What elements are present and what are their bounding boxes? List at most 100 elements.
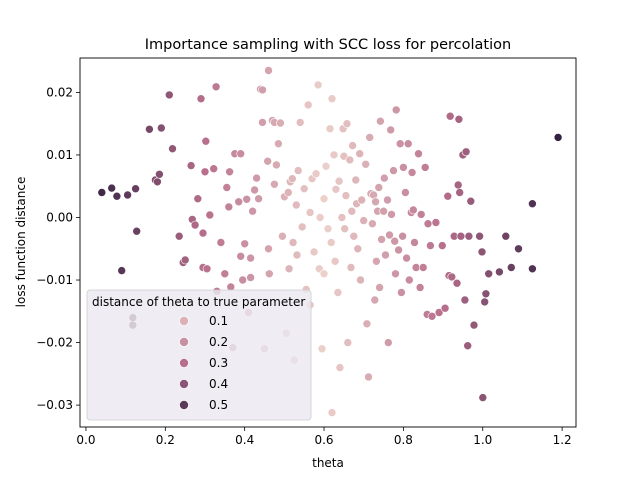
data-point [404,275,414,285]
data-point [340,224,350,233]
data-point [117,266,126,275]
data-point [165,90,174,100]
data-point [313,80,323,90]
data-point [168,144,177,153]
data-point [234,197,243,207]
data-point [193,194,203,203]
data-point [394,245,403,255]
data-point [291,200,301,210]
data-point [202,264,212,274]
data-point [198,228,208,238]
data-point [263,156,273,166]
data-point [443,191,453,201]
data-point [351,175,361,185]
data-point [209,164,218,173]
data-point [407,168,417,177]
data-point [356,275,365,285]
data-point [200,167,210,177]
data-point [456,231,466,241]
data-point [248,206,257,216]
data-point [402,253,411,263]
data-point [311,169,321,178]
data-point [284,264,294,274]
data-point [236,251,245,261]
data-point [501,231,511,241]
data-point [397,288,406,297]
data-point [426,241,435,250]
data-point [333,288,343,297]
data-point [440,303,450,313]
data-point [155,170,164,179]
data-point [480,297,490,307]
axes-frame [79,57,577,428]
data-point [379,173,389,183]
data-point [383,338,393,347]
data-point [153,177,162,187]
data-point [287,174,297,183]
x-axis: 0.0 0.2 0.4 0.6 0.8 1.0 1.2 [76,427,572,447]
data-point [386,125,396,135]
data-point [383,195,392,205]
data-point [299,184,309,193]
data-point [368,219,377,228]
data-point [464,231,474,241]
data-point [309,247,319,257]
data-point [431,218,441,227]
data-point [395,139,405,148]
data-point [272,160,281,170]
data-point [478,393,488,402]
data-point [387,210,396,219]
data-point [398,231,407,241]
data-point [389,166,398,175]
data-point [506,263,516,272]
y-tick-label: 0.02 [46,85,73,99]
data-point [288,238,298,247]
data-point [224,202,234,212]
data-point [349,231,359,241]
data-point [319,194,329,203]
x-axis-label: theta [312,456,344,470]
data-point [330,256,340,266]
data-point [303,100,313,110]
data-point [390,236,400,246]
data-point [452,278,462,288]
data-point [385,230,394,240]
legend-box [86,289,312,421]
data-point [477,247,487,257]
data-point [327,94,337,103]
data-point [403,139,413,148]
data-point [305,208,315,217]
data-point [270,180,279,189]
data-point [381,250,390,260]
data-point [335,363,345,372]
data-point [343,338,353,347]
data-point [242,195,251,204]
data-point [220,269,230,279]
data-point [258,85,267,95]
data-point [342,119,352,128]
data-point [238,275,247,285]
data-point [264,269,274,279]
data-point [216,238,226,247]
data-point [326,238,336,247]
legend-label: 0.2 [209,335,228,349]
data-point [399,163,408,172]
data-point [325,124,335,133]
y-tick-label: −0.02 [36,336,73,350]
data-point [420,163,430,172]
y-tick-label: 0.00 [46,210,73,224]
x-tick-label: 0.0 [76,433,95,447]
data-point [408,205,418,215]
data-point [246,253,255,263]
legend-marker [179,316,189,326]
data-point [347,206,357,216]
data-point [371,197,380,207]
data-point [453,180,463,190]
data-point [463,341,473,351]
data-point [180,255,190,265]
data-point [319,269,329,279]
data-point [252,173,261,183]
legend-marker [179,358,189,368]
legend-entries: 0.1 0.2 0.3 0.4 0.5 [179,314,228,412]
data-point [410,238,419,247]
